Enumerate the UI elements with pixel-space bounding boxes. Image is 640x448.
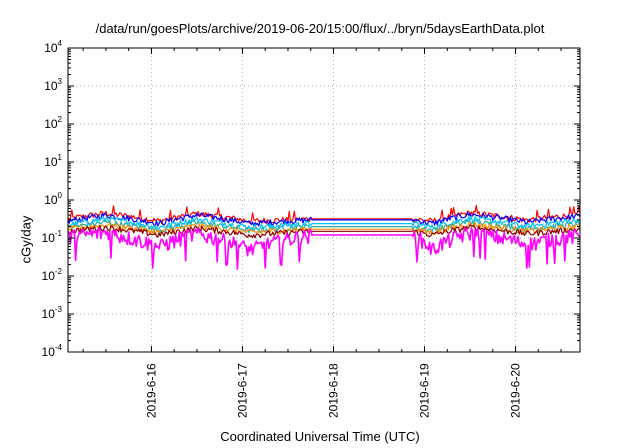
y-axis-label: cGy/day [18, 215, 34, 264]
y-tick-exponent: 2 [58, 115, 63, 124]
y-tick-base: 10 [42, 269, 56, 283]
grid-lines [68, 48, 580, 352]
x-tick-label: 2019-6-16 [144, 363, 158, 418]
y-tick-base: 10 [44, 117, 58, 131]
y-tick-label: 10-1 [42, 229, 63, 245]
x-axis-label: Coordinated Universal Time (UTC) [220, 429, 420, 444]
y-tick-exponent: 4 [58, 39, 63, 48]
y-tick-label: 10-3 [42, 305, 63, 321]
y-tick-base: 10 [44, 193, 58, 207]
y-tick-exponent: -4 [55, 343, 63, 352]
y-tick-base: 10 [42, 307, 56, 321]
series-line-4 [67, 222, 581, 236]
y-tick-label: 103 [44, 77, 62, 93]
y-tick-label: 10-2 [42, 267, 63, 283]
y-tick-base: 10 [44, 155, 58, 169]
y-tick-exponent: 1 [58, 153, 63, 162]
y-tick-label: 10-4 [42, 343, 63, 359]
y-tick-base: 10 [44, 79, 58, 93]
y-tick-exponent: 3 [58, 77, 63, 86]
y-tick-label: 102 [44, 115, 62, 131]
x-axis-ticks: 2019-6-16 2019-6-17 2019-6-18 2019-6-19 2019… [82, 48, 562, 418]
series-line-2 [67, 215, 581, 231]
y-tick-base: 10 [44, 41, 58, 55]
series-lines [67, 204, 581, 270]
x-tick-label: 2019-6-18 [326, 363, 340, 418]
series-line-1 [67, 212, 581, 227]
y-tick-base: 10 [42, 345, 56, 359]
y-tick-label: 100 [44, 191, 62, 207]
y-tick-exponent: 0 [58, 191, 63, 200]
series-line-6 [67, 227, 581, 270]
x-tick-label: 2019-6-17 [235, 363, 249, 418]
x-tick-label: 2019-6-19 [418, 363, 432, 418]
y-tick-base: 10 [42, 231, 56, 245]
y-tick-label: 104 [44, 39, 62, 55]
y-tick-exponent: -1 [55, 229, 63, 238]
y-tick-label: 101 [44, 153, 62, 169]
y-tick-exponent: -3 [55, 305, 63, 314]
series-line-5 [67, 224, 581, 239]
x-tick-label: 2019-6-20 [509, 363, 523, 418]
chart-title: /data/run/goesPlots/archive/2019-06-20/1… [95, 21, 545, 36]
series-line-0 [67, 204, 581, 225]
y-tick-exponent: -2 [55, 267, 63, 276]
